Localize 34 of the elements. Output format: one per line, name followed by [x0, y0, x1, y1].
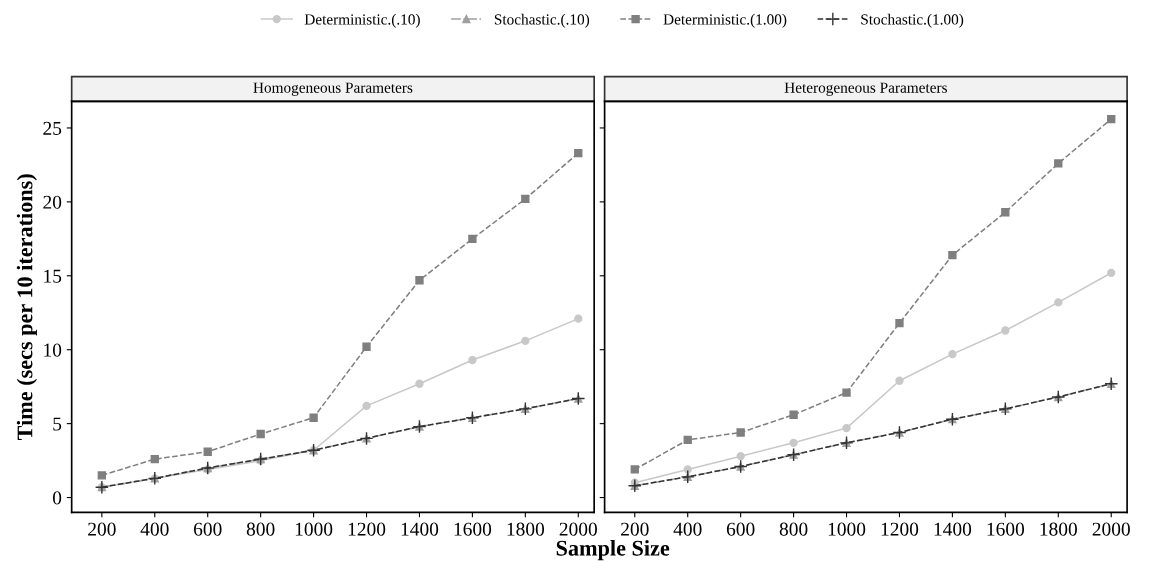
y-tick-label: 0 [52, 491, 62, 505]
y-tick-label: 5 [53, 417, 62, 431]
x-tick-label: 1400 [401, 522, 439, 536]
x-tick-label: 1200 [348, 522, 386, 536]
x-tick-label: 400 [673, 522, 702, 536]
x-tick-label: 200 [88, 522, 116, 536]
x-tick-label: 2000 [559, 522, 597, 536]
x-tick-label: 1800 [1040, 522, 1077, 536]
chart-title: Homogeneous Parameters [253, 82, 413, 96]
y-tick-label: 25 [43, 121, 62, 135]
y-axis-title: Time (secs per 10 iterations) [16, 174, 37, 441]
chart-title: Heterogeneous Parameters [784, 82, 947, 96]
x-tick-label: 600 [193, 522, 222, 536]
x-tick-label: 400 [140, 522, 169, 536]
legend-label: Stochastic.(1.00) [861, 13, 964, 28]
x-tick-label: 1800 [507, 522, 545, 536]
y-tick-label: 15 [44, 269, 62, 283]
legend-label: Deterministic.(.10) [304, 13, 420, 28]
legend-label: Deterministic.(1.00) [663, 13, 787, 28]
x-tick-label: 1000 [828, 522, 866, 536]
x-tick-label: 2000 [1092, 522, 1130, 536]
y-tick-label: 10 [44, 343, 62, 357]
x-tick-label: 800 [779, 522, 808, 536]
x-tick-label: 1600 [987, 522, 1025, 536]
x-tick-label: 200 [621, 522, 649, 536]
x-tick-label: 800 [246, 522, 275, 536]
x-axis-title: Sample Size [556, 540, 670, 561]
y-tick-label: 20 [43, 195, 62, 209]
x-tick-label: 1600 [454, 522, 492, 536]
x-tick-label: 1200 [881, 522, 919, 536]
x-tick-label: 1000 [295, 522, 333, 536]
legend-label: Stochastic.(.10) [494, 13, 590, 28]
x-tick-label: 1400 [934, 522, 972, 536]
x-tick-label: 600 [726, 522, 755, 536]
